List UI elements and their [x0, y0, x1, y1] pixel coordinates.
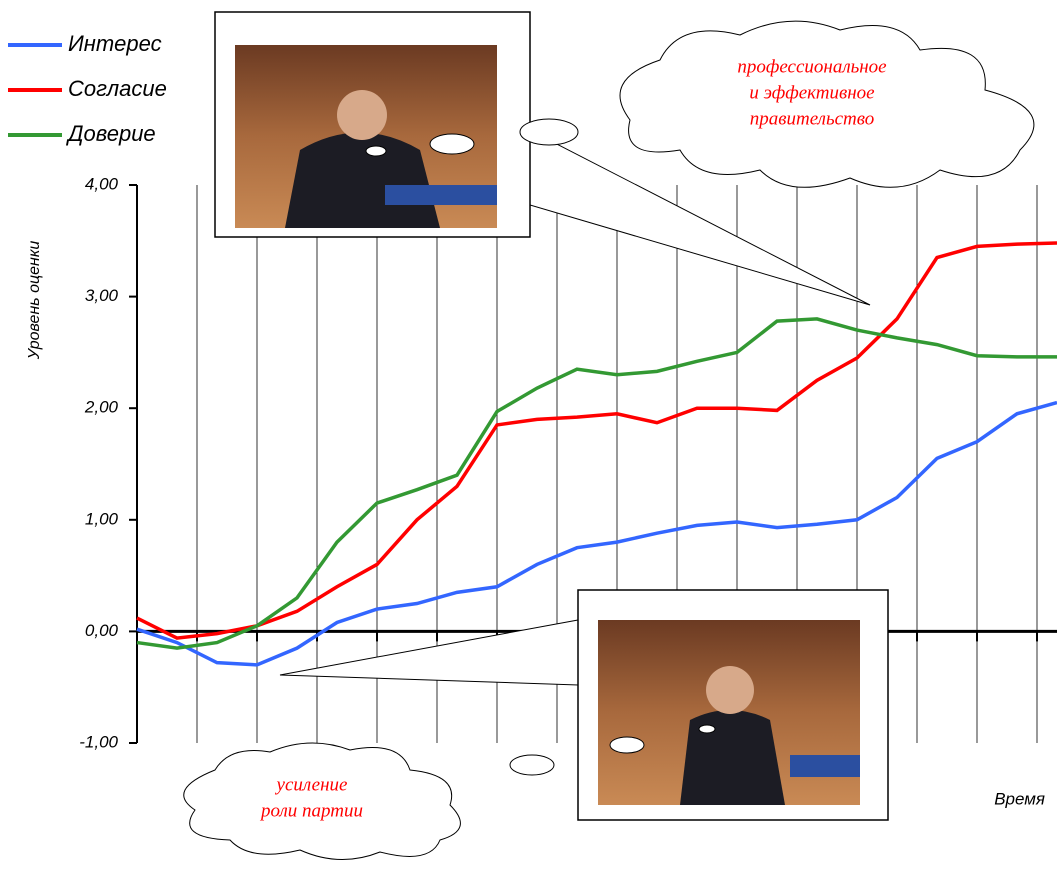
y-tick-label: 2,00	[84, 398, 119, 417]
y-tick-label: 4,00	[85, 174, 119, 193]
y-tick-label: -1,00	[79, 732, 118, 751]
data-line	[136, 241, 1057, 640]
x-axis-title: Время	[994, 789, 1045, 808]
annotation: профессиональное	[737, 56, 886, 77]
thought-bubble	[519, 118, 579, 146]
y-tick-label: 0,00	[85, 621, 119, 640]
photo-callout	[279, 589, 889, 821]
y-tick-label: 1,00	[85, 509, 119, 528]
y-tick-label: 3,00	[85, 286, 119, 305]
legend-label: Согласие	[68, 76, 167, 101]
annotation: усиление	[275, 774, 348, 795]
annotation: правительство	[750, 108, 875, 129]
thought-bubble	[509, 754, 555, 776]
annotation: роли партии	[259, 800, 363, 821]
annotation: и эффективное	[749, 82, 874, 103]
thought-cloud	[619, 20, 1035, 188]
photo-callout	[214, 11, 871, 306]
legend-label: Доверие	[65, 121, 156, 146]
legend-label: Интерес	[68, 31, 162, 56]
y-axis-title: Уровень оценки	[26, 241, 43, 361]
data-line	[136, 400, 1057, 667]
thought-cloud	[183, 742, 461, 860]
data-line	[136, 317, 1057, 650]
